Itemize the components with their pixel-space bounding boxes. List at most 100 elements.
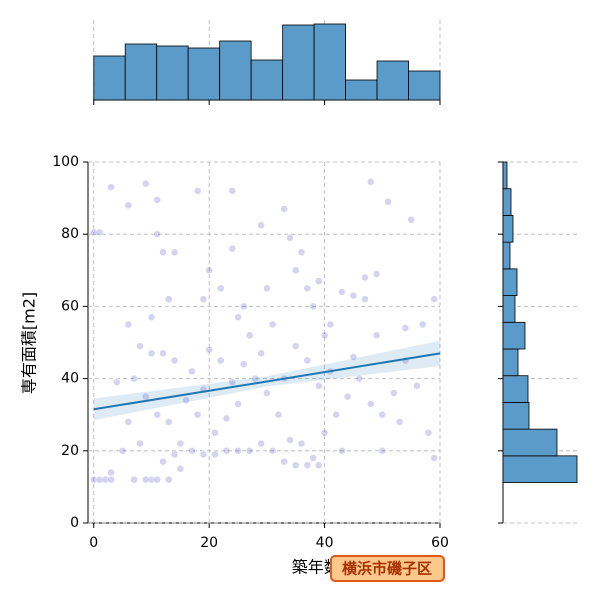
scatter-point xyxy=(176,439,185,448)
scatter-point xyxy=(222,414,231,423)
scatter-point xyxy=(159,349,167,358)
scatter-point xyxy=(297,248,306,256)
scatter-point xyxy=(153,410,161,419)
scatter-point xyxy=(234,447,242,455)
histogram-bar xyxy=(502,375,529,403)
scatter-point xyxy=(193,410,202,419)
histogram-bar xyxy=(502,455,578,483)
scatter-point xyxy=(199,295,208,303)
scatter-point xyxy=(274,410,283,419)
scatter-point xyxy=(193,187,202,195)
scatter-point xyxy=(188,447,196,455)
scatter-point xyxy=(309,454,317,462)
scatter-point xyxy=(147,349,156,358)
scatter-point xyxy=(228,378,237,386)
scatter-point xyxy=(320,331,329,340)
scatter-point xyxy=(176,465,185,473)
scatter-point xyxy=(430,454,438,462)
histogram-bar xyxy=(502,188,512,216)
y-tick-label: 60 xyxy=(61,298,79,314)
scatter-point xyxy=(355,374,363,383)
x-tick-label: 0 xyxy=(89,535,98,551)
scatter-point xyxy=(303,284,312,293)
scatter-point xyxy=(315,277,323,285)
scatter-point xyxy=(170,356,179,365)
scatter-point xyxy=(124,418,133,426)
histogram-bar xyxy=(376,60,409,101)
scatter-point xyxy=(291,342,300,350)
scatter-point xyxy=(101,475,110,484)
scatter-point xyxy=(320,429,329,437)
histogram-bar xyxy=(124,43,158,101)
scatter-point xyxy=(372,331,381,340)
y-tick-label: 100 xyxy=(52,154,79,170)
scatter-point xyxy=(165,475,173,484)
scatter-point xyxy=(378,447,387,455)
scatter-point xyxy=(367,400,375,408)
scatter-point xyxy=(228,244,237,253)
scatter-point xyxy=(147,475,156,484)
scatter-point xyxy=(361,273,369,282)
scatter-point xyxy=(107,183,115,192)
scatter-point xyxy=(315,461,323,469)
scatter-point xyxy=(153,230,161,238)
scatter-point xyxy=(384,197,392,206)
scatter-point xyxy=(211,450,219,459)
histogram-bar xyxy=(187,47,221,101)
scatter-point xyxy=(315,382,323,390)
scatter-point xyxy=(113,378,121,386)
scatter-point xyxy=(332,410,340,419)
scatter-point xyxy=(234,400,242,408)
histogram-bar xyxy=(502,161,508,190)
histogram-bar xyxy=(282,24,315,101)
scatter-point xyxy=(390,389,398,397)
scatter-point xyxy=(280,457,288,466)
scatter-point xyxy=(222,447,231,455)
scatter-point xyxy=(216,284,225,293)
scatter-point xyxy=(170,248,179,256)
scatter-point xyxy=(205,266,213,275)
scatter-point xyxy=(326,320,335,329)
scatter-point xyxy=(338,447,346,455)
scatter-point xyxy=(136,342,144,350)
scatter-point xyxy=(430,295,438,303)
scatter-point xyxy=(130,374,138,383)
scatter-point xyxy=(130,475,138,484)
histogram-bar xyxy=(502,215,514,243)
scatter-point xyxy=(234,313,242,321)
scatter-point xyxy=(170,450,179,459)
scatter-point xyxy=(263,389,271,397)
scatter-point xyxy=(240,302,248,311)
scatter-point xyxy=(141,179,150,188)
scatter-point xyxy=(361,295,369,303)
scatter-point xyxy=(291,266,300,275)
scatter-point xyxy=(251,374,260,383)
scatter-point xyxy=(165,295,173,303)
scatter-point xyxy=(367,178,375,186)
scatter-point xyxy=(343,392,352,401)
scatter-point xyxy=(211,429,219,437)
histogram-bar xyxy=(408,70,441,101)
x-tick-label: 60 xyxy=(431,535,449,551)
histogram-bar xyxy=(502,348,519,377)
x-tick-label: 40 xyxy=(316,535,334,551)
scatter-point xyxy=(147,313,156,321)
scatter-point xyxy=(124,201,133,210)
scatter-point xyxy=(418,320,427,329)
scatter-point xyxy=(372,270,381,278)
scatter-point xyxy=(159,248,167,256)
scatter-point xyxy=(245,331,254,340)
y-tick-label: 80 xyxy=(61,226,79,242)
scatter-point xyxy=(124,320,133,329)
scatter-point xyxy=(268,447,277,455)
scatter-point xyxy=(182,396,190,405)
histogram-bar xyxy=(502,241,511,270)
scatter-point xyxy=(268,320,277,329)
scatter-point xyxy=(349,291,358,300)
scatter-point xyxy=(199,450,208,459)
annotation-box xyxy=(330,555,445,582)
scatter-point xyxy=(291,461,300,469)
scatter-point xyxy=(153,196,161,204)
x-tick-label: 20 xyxy=(200,535,218,551)
